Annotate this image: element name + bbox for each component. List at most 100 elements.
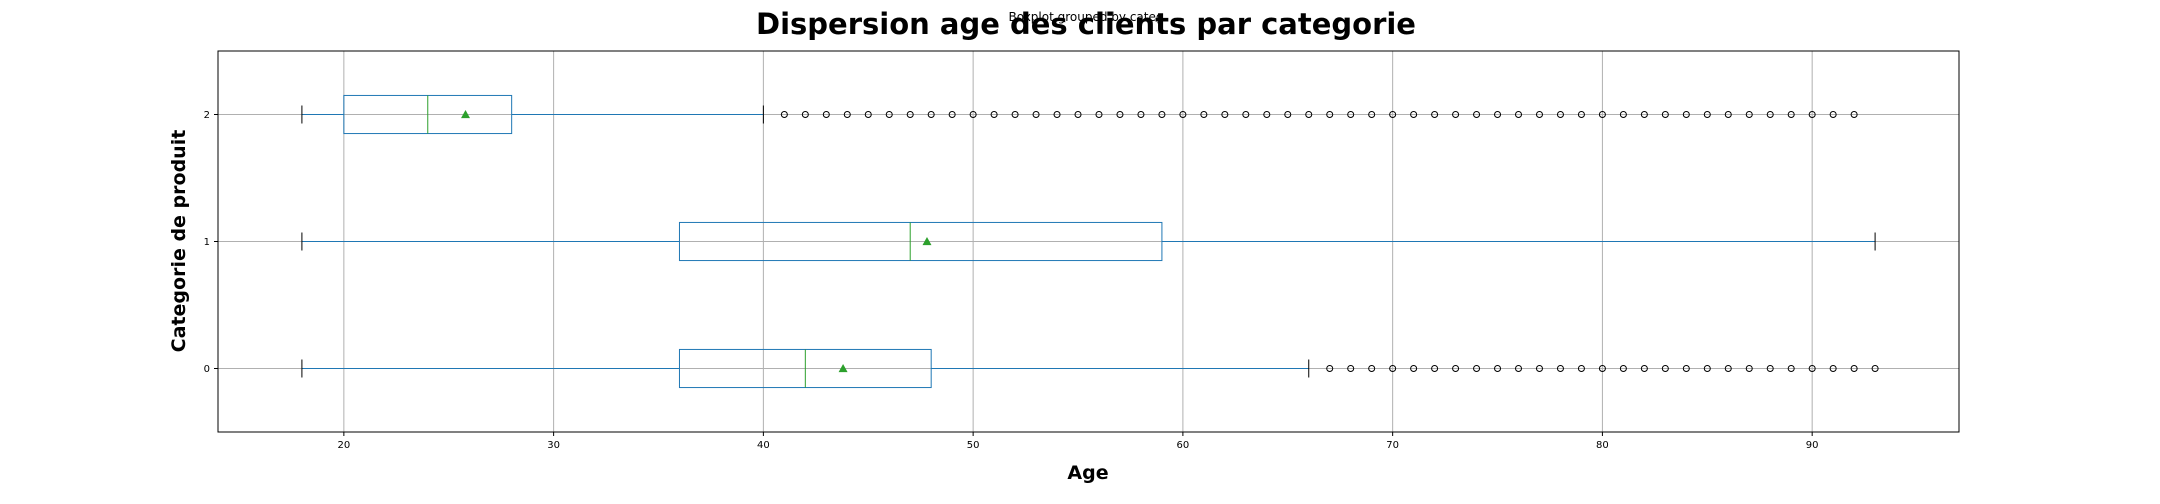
outlier-point	[1221, 111, 1229, 118]
outlier-point	[1808, 365, 1816, 372]
outlier-point	[1116, 111, 1124, 118]
y-axis-label: Categorie de produit	[168, 130, 190, 353]
outlier-point	[990, 111, 998, 118]
outlier-point	[1682, 111, 1690, 118]
outlier-point	[1535, 365, 1543, 372]
box-group-2	[301, 94, 1858, 135]
outlier-point	[780, 111, 788, 118]
outlier-point	[1850, 365, 1858, 372]
chart-title: Dispersion age des clients par categorie	[756, 7, 1416, 41]
x-tick-label: 40	[757, 440, 770, 451]
outlier-point	[1368, 365, 1376, 372]
outlier-point	[1850, 111, 1858, 118]
x-tick-label: 50	[967, 440, 980, 451]
outlier-point	[822, 111, 830, 118]
outlier-point	[1556, 111, 1564, 118]
outlier-point	[1556, 365, 1564, 372]
outlier-point	[948, 111, 956, 118]
outlier-point	[1326, 365, 1334, 372]
outlier-point	[1473, 111, 1481, 118]
outlier-point	[1494, 111, 1502, 118]
outlier-point	[1577, 111, 1585, 118]
outlier-point	[1640, 111, 1648, 118]
mean-marker	[461, 110, 471, 119]
mean-marker	[838, 364, 848, 373]
outlier-point	[969, 111, 977, 118]
outlier-point	[864, 111, 872, 118]
outlier-point	[1724, 111, 1732, 118]
outlier-point	[1347, 365, 1355, 372]
outlier-point	[1032, 111, 1040, 118]
outlier-point	[1703, 365, 1711, 372]
outlier-point	[1389, 111, 1397, 118]
iqr-box	[678, 221, 1163, 262]
box-group-0	[301, 348, 1879, 389]
outlier-point	[1410, 365, 1418, 372]
outlier-point	[1095, 111, 1103, 118]
outlier-point	[1703, 111, 1711, 118]
outlier-point	[1200, 111, 1208, 118]
box-layer	[301, 94, 1879, 389]
outlier-point	[1242, 111, 1250, 118]
outlier-point	[1515, 365, 1523, 372]
outlier-point	[1577, 365, 1585, 372]
outlier-point	[1787, 111, 1795, 118]
outlier-point	[1284, 111, 1292, 118]
chart-subtitle: Boxplot grouped by categ	[1009, 10, 1164, 24]
y-tick-label: 2	[204, 110, 210, 121]
outlier-point	[1431, 111, 1439, 118]
y-tick-label: 1	[204, 237, 210, 248]
outlier-point	[1515, 111, 1523, 118]
outlier-point	[1724, 365, 1732, 372]
x-tick-layer: 20 30 40 50 60 70 80 90	[337, 432, 1819, 451]
outlier-point	[885, 111, 893, 118]
x-axis-label: Age	[1067, 462, 1108, 484]
outlier-point	[1661, 365, 1669, 372]
outlier-point	[1074, 111, 1082, 118]
outlier-point	[1011, 111, 1019, 118]
outlier-point	[1368, 111, 1376, 118]
outlier-point	[1305, 111, 1313, 118]
outlier-point	[1410, 111, 1418, 118]
outlier-point	[1452, 111, 1460, 118]
outlier-point	[1452, 365, 1460, 372]
outlier-point	[1053, 111, 1061, 118]
outlier-point	[1494, 365, 1502, 372]
outlier-point	[1661, 111, 1669, 118]
outlier-point	[906, 111, 914, 118]
outlier-point	[801, 111, 809, 118]
outlier-point	[1871, 365, 1879, 372]
outlier-point	[1745, 365, 1753, 372]
outlier-point	[1598, 365, 1606, 372]
outlier-point	[1808, 111, 1816, 118]
mean-marker	[922, 237, 932, 246]
outlier-point	[1137, 111, 1145, 118]
outlier-point	[1619, 365, 1627, 372]
outlier-point	[843, 111, 851, 118]
outlier-point	[1389, 365, 1397, 372]
outlier-point	[1619, 111, 1627, 118]
x-tick-label: 60	[1177, 440, 1190, 451]
y-tick-layer: 0 1 2	[204, 110, 218, 375]
outlier-point	[1682, 365, 1690, 372]
outlier-point	[1347, 111, 1355, 118]
x-tick-label: 80	[1596, 440, 1609, 451]
outlier-point	[1431, 365, 1439, 372]
outlier-point	[1158, 111, 1166, 118]
outlier-point	[1829, 111, 1837, 118]
outlier-point	[1766, 111, 1774, 118]
outlier-point	[1473, 365, 1481, 372]
x-tick-label: 20	[337, 440, 350, 451]
outlier-point	[1263, 111, 1271, 118]
box-group-1	[301, 221, 1876, 262]
outlier-point	[1535, 111, 1543, 118]
outlier-point	[1745, 111, 1753, 118]
outlier-point	[1829, 365, 1837, 372]
x-tick-label: 90	[1806, 440, 1819, 451]
outlier-point	[1766, 365, 1774, 372]
y-tick-label: 0	[204, 364, 210, 375]
outlier-point	[927, 111, 935, 118]
outlier-point	[1179, 111, 1187, 118]
